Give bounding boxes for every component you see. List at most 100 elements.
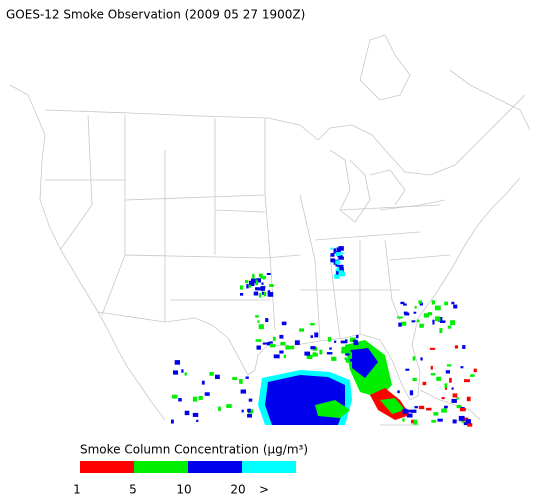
- smoke-pixel: [266, 273, 271, 276]
- smoke-pixel: [280, 342, 286, 346]
- legend-tick-label: 10: [176, 483, 191, 497]
- plume: [315, 400, 350, 418]
- legend-tick-label: 1: [73, 483, 81, 497]
- smoke-pixel: [419, 323, 424, 328]
- smoke-pixel: [337, 264, 344, 267]
- smoke-pixel: [418, 405, 425, 410]
- smoke-pixel: [460, 366, 464, 369]
- smoke-pixel: [329, 347, 332, 350]
- smoke-pixel: [338, 256, 344, 260]
- smoke-pixel: [265, 318, 269, 323]
- smoke-pixel: [257, 320, 260, 323]
- smoke-pixel: [458, 415, 465, 421]
- smoke-pixel: [304, 351, 311, 356]
- smoke-pixel: [326, 352, 333, 355]
- smoke-pixel: [311, 346, 316, 350]
- smoke-pixel: [345, 344, 350, 350]
- smoke-pixel: [462, 345, 466, 349]
- smoke-pixel: [427, 312, 433, 316]
- smoke-pixel: [181, 369, 184, 373]
- smoke-pixel: [345, 339, 348, 344]
- plume: [380, 398, 405, 414]
- smoke-pixel: [246, 284, 249, 289]
- smoke-pixel: [226, 404, 232, 408]
- smoke-pixel: [463, 422, 469, 426]
- map-title: GOES-12 Smoke Observation (2009 05 27 19…: [6, 8, 305, 22]
- smoke-pixel: [357, 356, 363, 360]
- smoke-pixel: [198, 396, 203, 400]
- smoke-pixel: [357, 358, 360, 362]
- smoke-pixel: [467, 423, 473, 427]
- smoke-pixel: [412, 377, 417, 382]
- smoke-pixel: [239, 379, 243, 384]
- smoke-pixel: [445, 370, 450, 374]
- smoke-pixel: [338, 270, 344, 273]
- smoke-pixel: [330, 253, 335, 257]
- smoke-pixel: [345, 353, 350, 356]
- smoke-pixel: [279, 334, 284, 339]
- smoke-pixel: [339, 252, 344, 255]
- smoke-pixel: [261, 282, 264, 285]
- smoke-pixel: [232, 377, 238, 381]
- smoke-pixel: [255, 280, 259, 286]
- smoke-pixel: [299, 328, 305, 332]
- smoke-pixel: [413, 311, 417, 314]
- smoke-pixel: [341, 346, 347, 351]
- smoke-pixel: [245, 280, 249, 284]
- smoke-pixel: [313, 353, 318, 357]
- smoke-pixel: [405, 368, 410, 371]
- smoke-pixel: [251, 278, 256, 284]
- smoke-pixel: [456, 405, 462, 409]
- smoke-pixel: [454, 345, 459, 349]
- smoke-pixel: [272, 336, 276, 341]
- smoke-pixel: [411, 320, 416, 323]
- smoke-pixel: [269, 284, 274, 287]
- smoke-pixel: [402, 418, 405, 422]
- smoke-pixel: [452, 393, 458, 398]
- smoke-pixel: [411, 419, 415, 424]
- smoke-plumes: [171, 246, 477, 427]
- smoke-pixel: [255, 339, 262, 342]
- smoke-pixel: [398, 322, 402, 327]
- smoke-pixel: [281, 321, 287, 326]
- smoke-pixel: [345, 358, 350, 363]
- smoke-pixel: [440, 320, 446, 323]
- smoke-pixel: [414, 306, 417, 309]
- smoke-pixel: [451, 398, 457, 403]
- smoke-pixel: [444, 383, 448, 388]
- smoke-pixel: [451, 301, 455, 305]
- smoke-pixel: [441, 397, 445, 400]
- smoke-pixel: [403, 311, 408, 315]
- smoke-pixel: [411, 409, 417, 413]
- smoke-pixel: [215, 374, 220, 380]
- smoke-pixel: [409, 390, 414, 396]
- smoke-pixel: [174, 360, 181, 365]
- smoke-pixel: [192, 396, 198, 402]
- map-outlines: [9, 34, 531, 426]
- smoke-pixel: [413, 419, 418, 425]
- smoke-pixel: [218, 406, 221, 412]
- smoke-pixel: [192, 412, 199, 417]
- smoke-pixel: [437, 418, 443, 422]
- smoke-pixel: [240, 389, 247, 394]
- smoke-pixel: [331, 356, 337, 361]
- smoke-pixel: [327, 337, 332, 342]
- smoke-pixel: [201, 380, 205, 385]
- smoke-pixel: [248, 280, 253, 286]
- smoke-pixel: [434, 305, 441, 311]
- smoke-pixel: [247, 408, 251, 413]
- smoke-pixel: [423, 313, 429, 318]
- smoke-pixel: [333, 248, 337, 252]
- smoke-pixel: [466, 396, 471, 402]
- smoke-pixel: [259, 293, 262, 298]
- smoke-pixel: [358, 352, 363, 358]
- smoke-pixel: [431, 300, 435, 305]
- legend: Smoke Column Concentration (μg/m³) 1 5 10 2…: [73, 443, 308, 497]
- smoke-pixel: [247, 413, 252, 418]
- smoke-pixel: [344, 357, 348, 361]
- smoke-pixel: [178, 398, 182, 402]
- smoke-pixel: [432, 319, 435, 325]
- smoke-pixel: [339, 271, 345, 277]
